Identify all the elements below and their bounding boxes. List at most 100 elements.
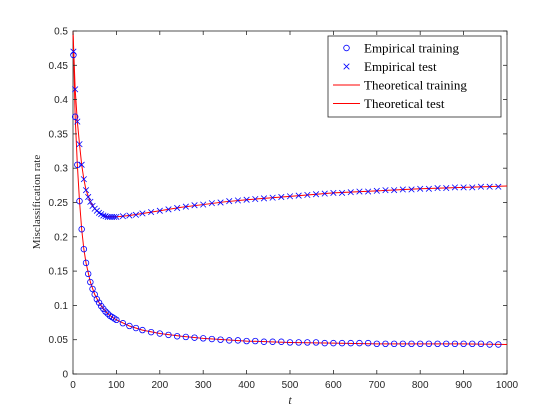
empirical-training-point: [139, 326, 146, 334]
empirical-training-point: [70, 51, 77, 59]
x-tick-label: 0: [70, 380, 76, 391]
empirical-test-point: [76, 141, 83, 148]
empirical-test-point: [295, 192, 302, 199]
x-tick-label: 800: [412, 380, 429, 391]
y-axis-label: Misclassification rate: [31, 155, 43, 250]
empirical-test-point: [260, 195, 268, 202]
empirical-training-series: [70, 51, 502, 348]
empirical-training-point: [321, 339, 328, 347]
empirical-test-point: [469, 184, 476, 191]
empirical-training-point: [286, 339, 294, 346]
empirical-test-point: [106, 213, 113, 220]
x-tick-label: 500: [282, 380, 299, 391]
y-tick-label: 0.4: [54, 95, 68, 106]
empirical-test-point: [356, 188, 363, 195]
empirical-test-point: [408, 186, 415, 193]
empirical-training-point: [382, 340, 389, 348]
x-tick-label: 900: [455, 380, 472, 391]
empirical-test-point: [477, 183, 485, 190]
legend: Empirical training Empirical test Theoreti…: [327, 35, 502, 118]
empirical-test-point: [132, 211, 140, 218]
empirical-test-point: [111, 213, 118, 220]
empirical-test-point: [338, 189, 346, 196]
empirical-training-point: [82, 259, 90, 267]
y-tick-label: 0.25: [49, 198, 69, 209]
empirical-training-point: [89, 285, 96, 293]
empirical-training-point: [93, 296, 101, 303]
empirical-test-point: [460, 184, 467, 191]
empirical-test-point: [434, 185, 441, 192]
empirical-test-point: [104, 213, 111, 220]
ticks-layer: 0 100 200 300 400 500 600 700 800 900 1000 0 0.05 0.1…: [49, 27, 519, 392]
empirical-training-point: [199, 335, 207, 342]
x-tick-label: 600: [325, 380, 342, 391]
empirical-training-point: [347, 339, 354, 347]
legend-empirical-test-label: Empirical test: [364, 59, 437, 74]
y-tick-label: 0.5: [54, 27, 68, 38]
empirical-test-point: [269, 194, 276, 201]
empirical-training-point: [390, 340, 398, 348]
empirical-test-point: [373, 187, 380, 194]
x-tick-label: 300: [195, 380, 212, 391]
empirical-test-point: [286, 193, 294, 200]
legend-theoretical-training-label: Theoretical training: [364, 78, 467, 93]
empirical-test-point: [208, 200, 215, 207]
empirical-training-point: [425, 340, 433, 348]
empirical-training-point: [217, 336, 224, 343]
empirical-test-point: [85, 193, 92, 201]
empirical-training-point: [330, 339, 337, 347]
x-tick-label: 1000: [496, 380, 519, 391]
empirical-test-point: [113, 213, 120, 220]
empirical-test-point: [312, 191, 320, 198]
empirical-training-point: [434, 340, 441, 348]
x-tick-label: 400: [238, 380, 255, 391]
empirical-training-point: [356, 339, 363, 347]
empirical-training-point: [87, 278, 94, 286]
empirical-training-point: [486, 341, 493, 348]
empirical-training-point: [269, 338, 276, 345]
empirical-test-point: [82, 187, 90, 194]
empirical-training-point: [102, 308, 109, 315]
empirical-training-point: [95, 299, 103, 306]
empirical-test-point: [425, 185, 432, 192]
empirical-training-point: [417, 340, 424, 348]
empirical-test-point: [391, 187, 398, 194]
empirical-test-series: [70, 48, 502, 220]
empirical-training-point: [84, 270, 92, 278]
empirical-test-point: [347, 189, 354, 196]
empirical-training-point: [373, 340, 380, 348]
empirical-test-point: [382, 187, 389, 194]
x-tick-label: 100: [108, 380, 125, 391]
empirical-training-point: [443, 340, 450, 348]
empirical-training-point: [156, 330, 163, 337]
empirical-test-point: [365, 188, 372, 195]
empirical-test-point: [443, 185, 450, 192]
y-tick-label: 0.15: [49, 267, 69, 278]
empirical-test-point: [148, 209, 155, 216]
x-axis-label: t: [288, 393, 292, 407]
empirical-training-point: [80, 245, 88, 253]
empirical-training-point: [104, 310, 111, 317]
empirical-test-point: [234, 197, 242, 204]
empirical-training-point: [74, 161, 81, 168]
legend-theoretical-test-label: Theoretical test: [364, 96, 445, 111]
x-tick-label: 700: [368, 380, 385, 391]
empirical-test-point: [78, 161, 85, 168]
empirical-test-point: [226, 198, 233, 205]
y-tick-label: 0.35: [49, 129, 69, 140]
empirical-test-point: [87, 198, 94, 205]
empirical-test-point: [399, 186, 406, 193]
empirical-test-point: [74, 118, 81, 125]
empirical-training-point: [338, 339, 346, 347]
empirical-test-point: [278, 193, 285, 201]
empirical-test-point: [191, 202, 198, 209]
empirical-training-point: [469, 340, 476, 348]
empirical-training-point: [113, 316, 120, 324]
empirical-test-point: [119, 213, 126, 220]
series-layer: [70, 30, 508, 348]
empirical-test-point: [417, 185, 424, 192]
empirical-test-point: [217, 199, 224, 206]
x-tick-label: 200: [151, 380, 168, 391]
empirical-training-point: [477, 340, 485, 348]
